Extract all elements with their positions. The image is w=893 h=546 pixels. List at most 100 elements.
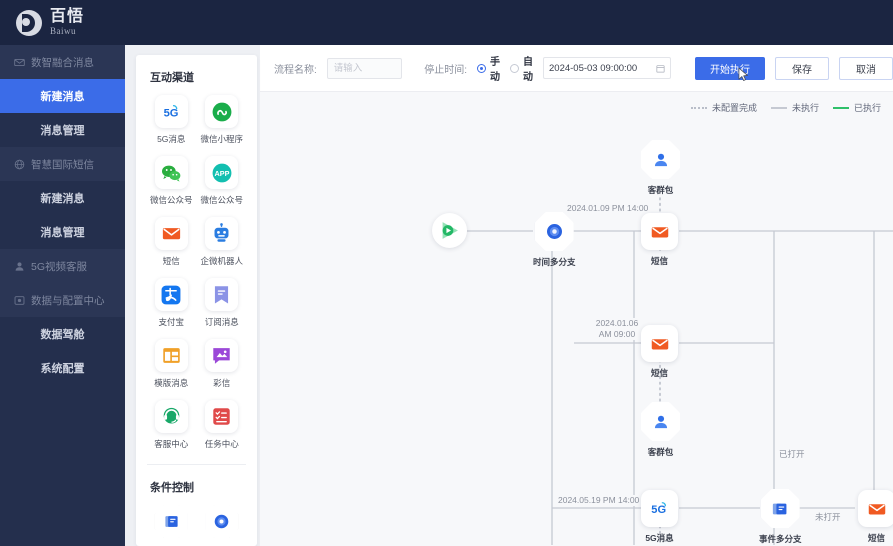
palette-item-customer-service[interactable]: 客服中心	[146, 400, 197, 450]
sidebar-group-data-config[interactable]: 数据与配置中心	[0, 283, 125, 317]
palette-item-5g-message[interactable]: 5G 5G消息	[146, 95, 197, 145]
wechat-miniprogram-icon	[205, 95, 239, 128]
sidebar-group-5g-video[interactable]: 5G视频客服	[0, 249, 125, 283]
legend-item-unconfigured: 未配置完成	[690, 101, 757, 114]
component-palette: 互动渠道 5G 5G消息	[136, 55, 257, 546]
template-icon	[154, 339, 188, 372]
flow-node-start[interactable]	[432, 213, 467, 248]
top-bar: 百悟 Baiwu	[0, 0, 893, 45]
time-branch-icon	[205, 505, 239, 538]
palette-item-wechat-miniprogram[interactable]: 微信小程序	[197, 95, 248, 145]
flow-name-input[interactable]: 请输入	[326, 57, 403, 79]
sidebar-group-label: 5G视频客服	[31, 260, 88, 273]
globe-icon	[14, 159, 25, 169]
svg-text:5G: 5G	[164, 107, 179, 119]
canvas-legend: 未配置完成 未执行 已执行	[690, 101, 881, 114]
palette-item-time-branch[interactable]	[197, 505, 248, 543]
radio-auto[interactable]: 自动	[510, 53, 533, 83]
edge-label-date-3: 2024.05.19 PM 14:00	[555, 495, 643, 506]
sidebar-item-system-config[interactable]: 系统配置	[0, 351, 125, 385]
svg-text:APP: APP	[214, 168, 229, 177]
start-execute-button[interactable]: 开始执行	[695, 56, 765, 81]
brand-logo[interactable]: 百悟 Baiwu	[0, 9, 84, 36]
palette-item-mms[interactable]: 彩信	[197, 339, 248, 389]
task-center-icon	[205, 400, 239, 433]
radio-dot-auto-icon	[510, 63, 519, 73]
radio-dot-manual-icon	[477, 63, 486, 73]
time-branch-icon	[534, 212, 574, 251]
sidebar-item-data-cockpit[interactable]: 数据驾舱	[0, 317, 125, 351]
flow-node-audience-1[interactable]: 客群包	[641, 140, 680, 196]
flow-node-5g-message[interactable]: 5G 5G消息	[641, 490, 678, 544]
radio-manual-label: 手动	[490, 57, 500, 83]
5g-message-icon: 5G	[154, 95, 188, 128]
flow-node-label: 事件多分支	[759, 534, 802, 544]
sidebar-item-label: 系统配置	[40, 363, 85, 375]
palette-channel-grid: 5G 5G消息 微信小程序	[136, 95, 257, 461]
flow-node-time-branch[interactable]: 时间多分支	[533, 212, 576, 268]
palette-item-wecom-robot[interactable]: 企微机器人	[197, 217, 248, 267]
flow-toolbar: 流程名称: 请输入 停止时间: 手动 自动 2024-05-03 09:00:0…	[260, 45, 893, 92]
save-label: 保存	[792, 64, 812, 76]
flow-node-label: 客群包	[647, 447, 674, 457]
palette-item-alipay[interactable]: 支付宝	[146, 278, 197, 328]
brand-name-en: Baiwu	[50, 26, 76, 36]
svg-text:5G: 5G	[651, 504, 666, 516]
palette-item-task-center[interactable]: 任务中心	[197, 400, 248, 450]
sidebar-group-intl-sms[interactable]: 智慧国际短信	[0, 147, 125, 181]
subscribe-icon	[205, 278, 239, 311]
flow-node-audience-2[interactable]: 客群包	[641, 402, 680, 458]
flow-node-label: 5G消息	[645, 533, 674, 543]
flow-canvas[interactable]: 未配置完成 未执行 已执行	[260, 92, 893, 546]
cancel-label: 取消	[856, 64, 876, 76]
legend-line-gray-icon	[770, 106, 787, 109]
palette-item-label: 企微机器人	[200, 256, 243, 266]
sidebar-item-new-message-fusion[interactable]: 新建消息	[0, 79, 125, 113]
sms-envelope-icon	[858, 490, 893, 527]
app-icon: APP	[205, 156, 239, 189]
flow-node-label: 短信	[867, 533, 885, 543]
flow-node-sms-2[interactable]: 短信	[641, 325, 678, 379]
legend-label: 已执行	[853, 103, 881, 113]
palette-item-subscribe[interactable]: 订阅消息	[197, 278, 248, 328]
user-icon	[15, 261, 24, 271]
sidebar-group-label: 数据与配置中心	[31, 294, 105, 307]
palette-item-wechat-official[interactable]: 微信公众号	[146, 156, 197, 206]
palette-item-template-message[interactable]: 模版消息	[146, 339, 197, 389]
palette-item-event-branch[interactable]	[146, 505, 197, 543]
mail-icon	[14, 58, 25, 66]
stop-time-datepicker[interactable]: 2024-05-03 09:00:00	[543, 57, 671, 79]
baiwu-logo-icon	[16, 9, 42, 36]
flow-node-sms-3[interactable]: 短信	[858, 490, 893, 544]
sidebar-item-message-manage-fusion[interactable]: 消息管理	[0, 113, 125, 147]
palette-item-label: 5G消息	[157, 134, 186, 144]
calendar-icon	[656, 64, 665, 73]
sidebar-item-new-message-intl[interactable]: 新建消息	[0, 181, 125, 215]
sidebar-group-fusion[interactable]: 数智融合消息	[0, 45, 125, 79]
flow-node-sms-1[interactable]: 短信	[641, 213, 678, 267]
cancel-button[interactable]: 取消	[839, 56, 893, 80]
palette-item-app[interactable]: APP 微信公众号	[197, 156, 248, 206]
legend-label: 未执行	[791, 103, 819, 113]
palette-section-channels-title: 互动渠道	[150, 72, 194, 84]
flow-node-label: 客群包	[647, 185, 674, 195]
radio-auto-label: 自动	[523, 57, 533, 83]
palette-item-label: 客服中心	[154, 439, 189, 449]
brand-name-cn: 百悟	[50, 8, 85, 25]
sidebar-item-label: 消息管理	[40, 125, 85, 137]
legend-label: 未配置完成	[711, 103, 757, 113]
sms-envelope-icon	[641, 325, 678, 362]
palette-item-label: 微信公众号	[149, 195, 193, 205]
palette-section-conditions-title: 条件控制	[150, 482, 194, 494]
legend-line-green-icon	[832, 106, 849, 109]
legend-line-dotted-icon	[690, 106, 707, 109]
radio-manual[interactable]: 手动	[477, 53, 500, 83]
sidebar-group-label: 智慧国际短信	[31, 158, 94, 171]
sidebar-item-message-manage-intl[interactable]: 消息管理	[0, 215, 125, 249]
flow-node-event-branch[interactable]: 事件多分支	[759, 489, 802, 545]
mms-icon	[205, 339, 239, 372]
flow-node-label: 短信	[650, 368, 668, 378]
palette-item-sms[interactable]: 短信	[146, 217, 197, 267]
save-button[interactable]: 保存	[775, 56, 829, 80]
